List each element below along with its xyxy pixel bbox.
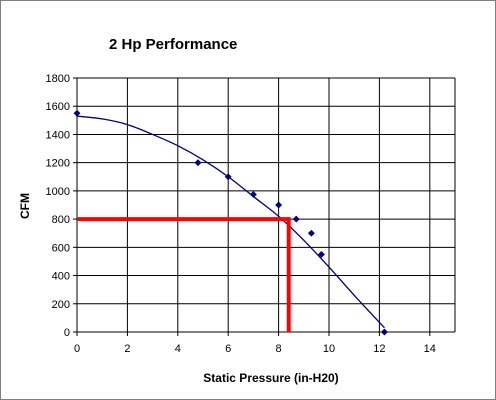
y-tick-label: 400 [52, 271, 70, 283]
x-tick-label: 6 [225, 343, 231, 355]
chart-title: 2 Hp Performance [109, 36, 237, 53]
x-tick-label: 10 [323, 343, 335, 355]
data-points [73, 109, 388, 336]
data-point [307, 229, 315, 237]
y-tick-label: 1400 [46, 129, 70, 141]
y-tick-label: 800 [52, 214, 70, 226]
data-point [380, 328, 388, 336]
data-point [275, 201, 283, 209]
x-tick-label: 12 [373, 343, 385, 355]
axes [73, 77, 455, 336]
x-axis-label: Static Pressure (in-H20) [203, 371, 338, 385]
data-point [249, 190, 257, 198]
y-tick-label: 1800 [46, 73, 70, 85]
data-point [73, 109, 81, 117]
operating-point-layer [77, 217, 291, 332]
x-tick-label: 4 [175, 343, 181, 355]
x-tick-label: 8 [276, 343, 282, 355]
data-point [194, 159, 202, 167]
x-tick-label: 2 [124, 343, 130, 355]
y-tick-label: 600 [52, 242, 70, 254]
y-tick-label: 0 [64, 327, 70, 339]
data-point [224, 173, 232, 181]
y-tick-label: 1000 [46, 186, 70, 198]
y-tick-label: 1200 [46, 158, 70, 170]
data-point [317, 250, 325, 258]
y-axis-label: CFM [18, 193, 32, 219]
y-tick-label: 1600 [46, 101, 70, 113]
plot-area [77, 78, 455, 332]
data-point [292, 215, 300, 223]
tick-labels: 0 2 4 6 8 10 12 14 0 200 400 600 800 1000 1200 1400 1600… [46, 73, 436, 355]
x-tick-label: 0 [74, 343, 80, 355]
y-tick-label: 200 [52, 299, 70, 311]
x-tick-label: 14 [424, 343, 436, 355]
